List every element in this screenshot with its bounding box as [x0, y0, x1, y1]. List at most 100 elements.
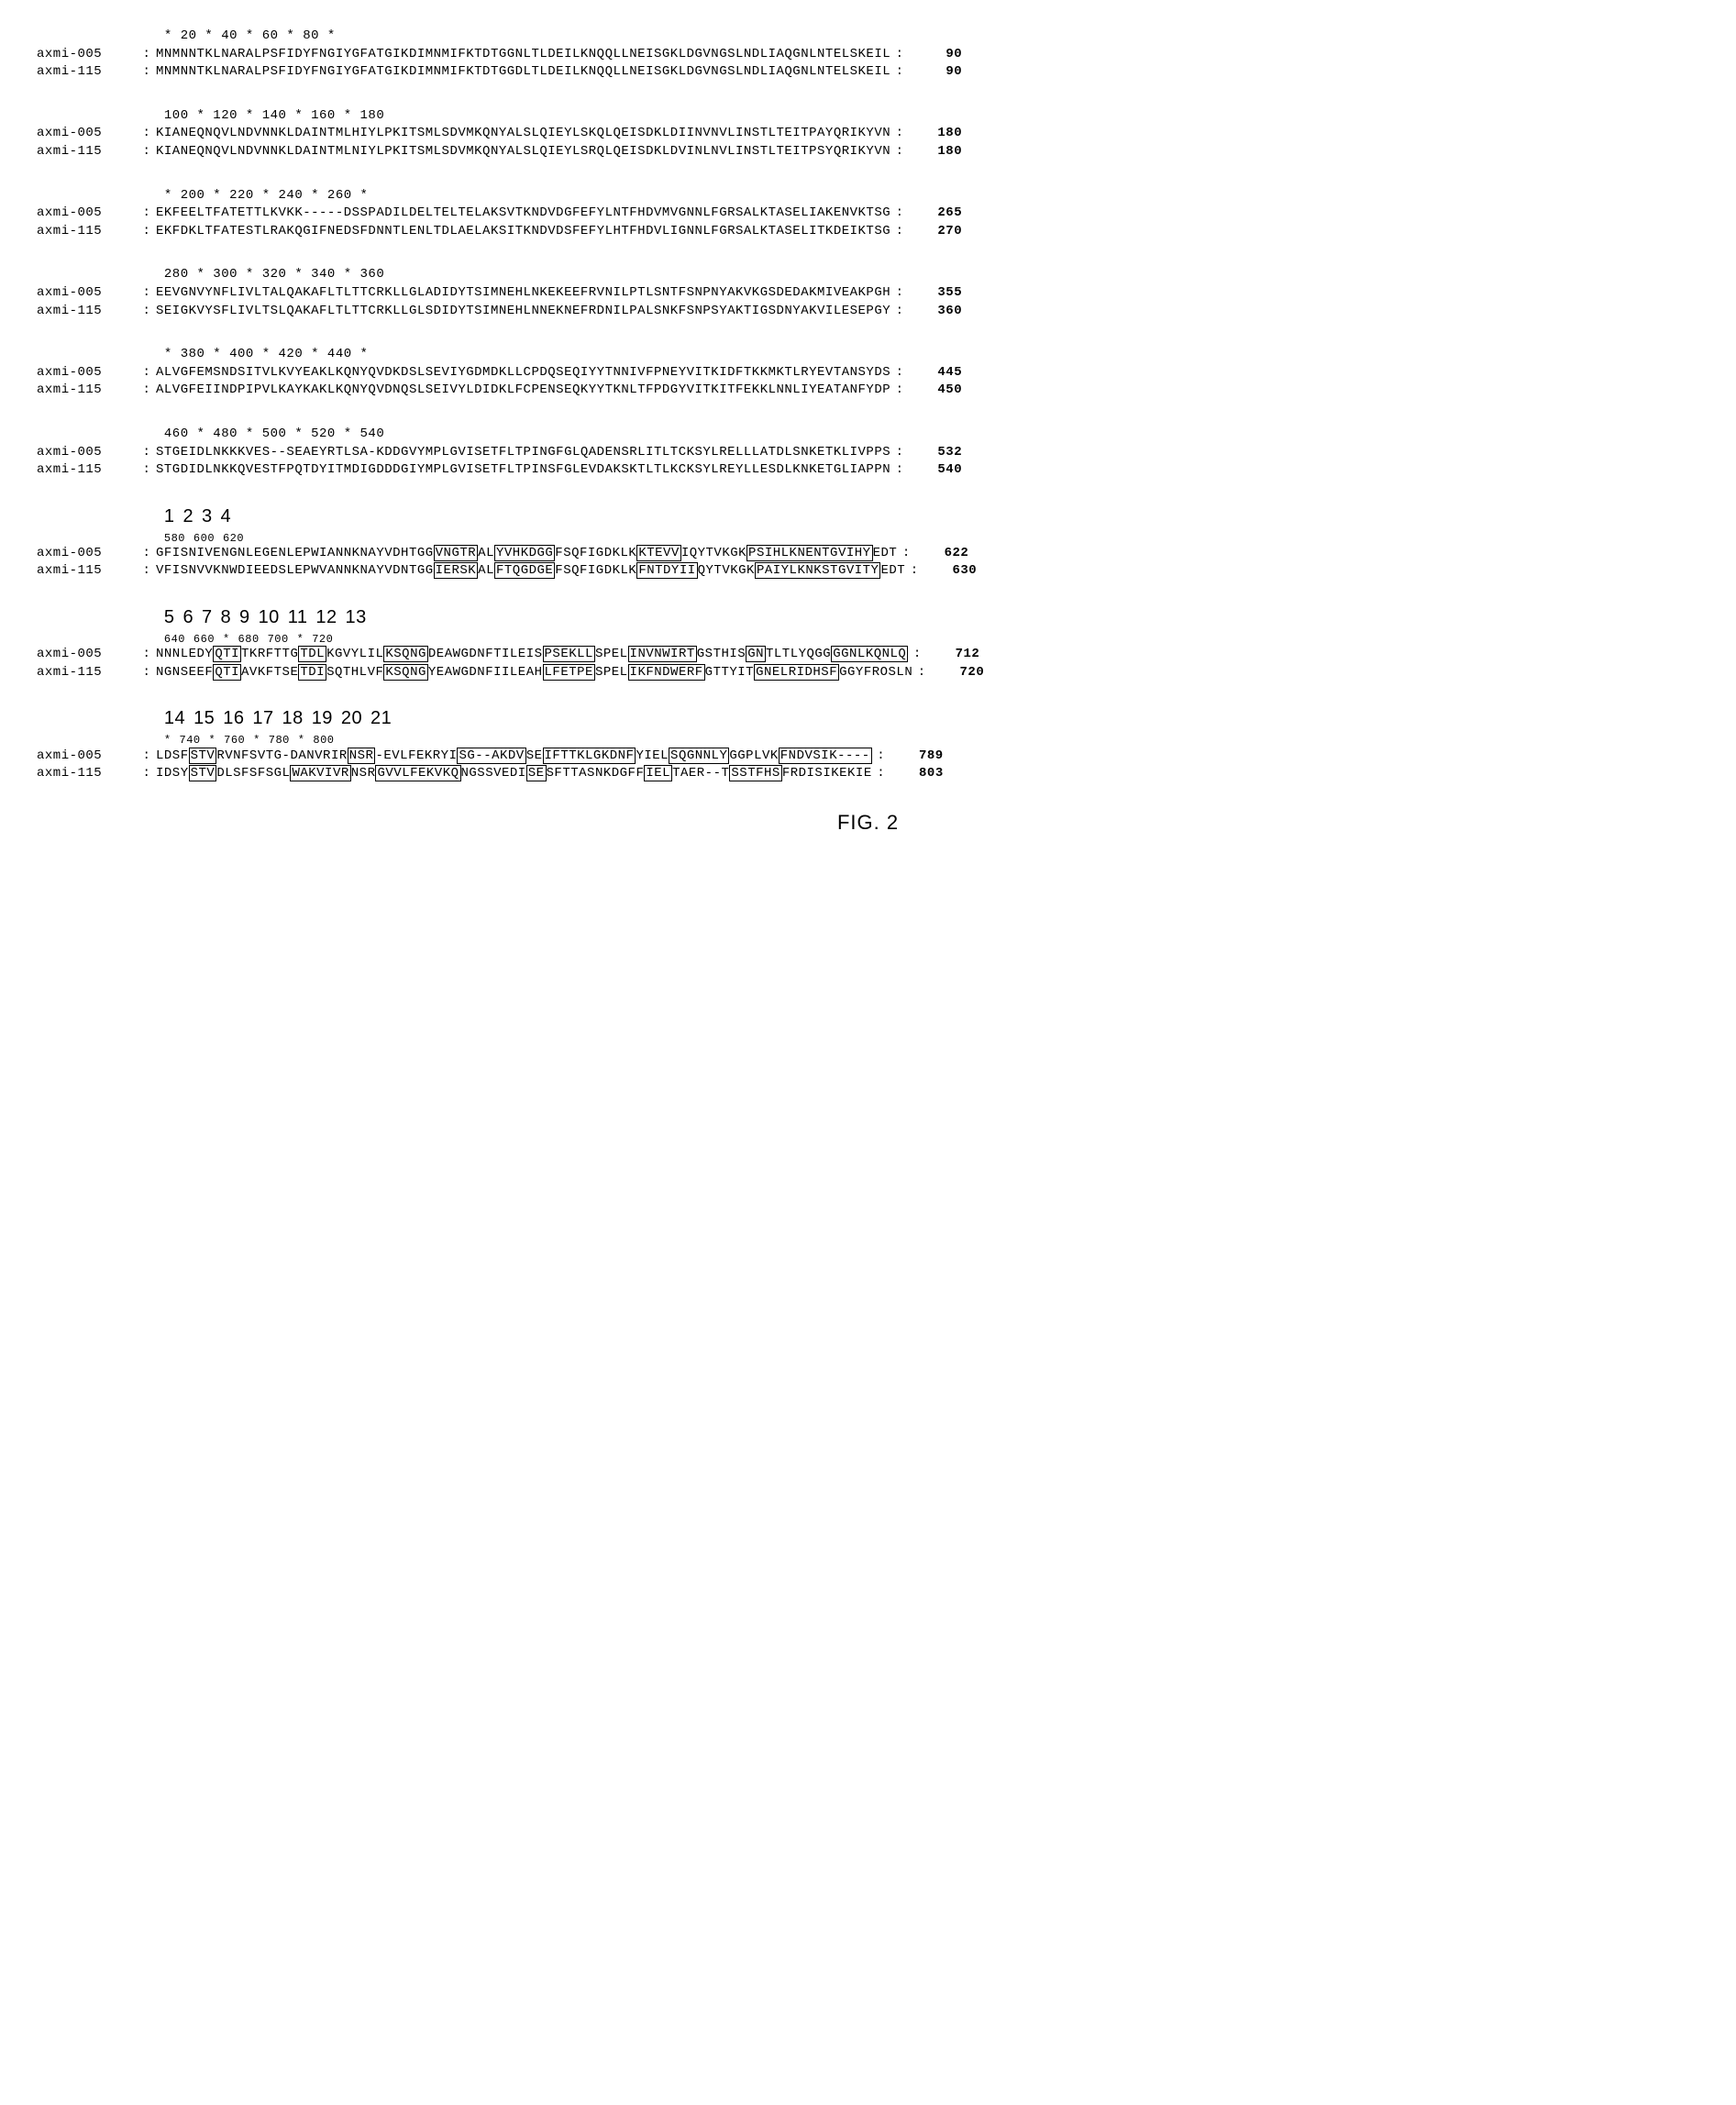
- separator-colon: :: [890, 46, 909, 64]
- sequence-residues: MNMNNTKLNARALPSFIDYFNGIYGFATGIKDIMNMIFKT…: [156, 63, 890, 82]
- separator-colon: :: [138, 545, 156, 563]
- separator-colon: :: [138, 646, 156, 664]
- alignment-block: 100 * 120 * 140 * 160 * 180axmi-005:KIAN…: [37, 107, 1699, 161]
- separator-colon: :: [138, 364, 156, 382]
- sequence-residues: EKFEELTFATETTLKVKK-----DSSPADILDELTELTEL…: [156, 205, 890, 223]
- residue-count: 712: [943, 646, 979, 664]
- separator-colon: :: [890, 205, 909, 223]
- sequence-row: axmi-115:IDSYSTVDLSFSFSGLWAKVIVRNSRGVVLF…: [37, 765, 1699, 783]
- position-ruler: 460 * 480 * 500 * 520 * 540: [37, 426, 1699, 444]
- residue-count: 630: [940, 562, 977, 581]
- segment-number-subrow: 580 600 620: [37, 527, 1699, 545]
- residue-count: 265: [925, 205, 962, 223]
- sequence-id: axmi-115: [37, 765, 138, 783]
- residue-count: 532: [925, 444, 962, 462]
- separator-colon: :: [890, 364, 909, 382]
- position-ruler: 100 * 120 * 140 * 160 * 180: [37, 107, 1699, 126]
- residue-count: 540: [925, 461, 962, 480]
- sequence-residues: ALVGFEMSNDSITVLKVYEAKLKQNYQVDKDSLSEVIYGD…: [156, 364, 890, 382]
- separator-colon: :: [872, 748, 890, 766]
- separator-colon: :: [138, 223, 156, 241]
- separator-colon: :: [890, 63, 909, 82]
- figure-caption: FIG. 2: [37, 811, 1699, 835]
- sequence-row: axmi-115:SEIGKVYSFLIVLTSLQAKAFLTLTTCRKLL…: [37, 303, 1699, 321]
- residue-count: 803: [907, 765, 944, 783]
- separator-colon: :: [138, 444, 156, 462]
- separator-colon: :: [912, 664, 931, 682]
- sequence-residues: KIANEQNQVLNDVNNKLDAINTMLNIYLPKITSMLSDVMK…: [156, 143, 890, 161]
- sequence-row: axmi-005:NNNLEDYQTITKRFTTGTDLKGVYLILKSQN…: [37, 646, 1699, 664]
- sequence-id: axmi-115: [37, 664, 138, 682]
- separator-colon: :: [138, 205, 156, 223]
- sequence-residues: ALVGFEIINDPIPVLKAYKAKLKQNYQVDNQSLSEIVYLD…: [156, 382, 890, 400]
- residue-count: 180: [925, 125, 962, 143]
- sequence-residues: STGEIDLNKKKVES--SEAEYRTLSA-KDDGVYMPLGVIS…: [156, 444, 890, 462]
- sequence-row: axmi-115:VFISNVVKNWDIEEDSLEPWVANNKNAYVDN…: [37, 562, 1699, 581]
- residue-count: 360: [925, 303, 962, 321]
- separator-colon: :: [905, 562, 923, 581]
- residue-count: 180: [925, 143, 962, 161]
- separator-colon: :: [890, 125, 909, 143]
- sequence-id: axmi-115: [37, 303, 138, 321]
- sequence-row: axmi-115:EKFDKLTFATESTLRAKQGIFNEDSFDNNTL…: [37, 223, 1699, 241]
- residue-count: 90: [925, 63, 962, 82]
- sequence-id: axmi-115: [37, 143, 138, 161]
- sequence-id: axmi-005: [37, 364, 138, 382]
- segment-number-row: 5 6 7 8 9 10 11 12 13: [37, 606, 1699, 628]
- sequence-id: axmi-115: [37, 223, 138, 241]
- sequence-id: axmi-115: [37, 562, 138, 581]
- residue-count: 270: [925, 223, 962, 241]
- separator-colon: :: [890, 284, 909, 303]
- sequence-residues: STGDIDLNKKQVESTFPQTDYITMDIGDDDGIYMPLGVIS…: [156, 461, 890, 480]
- residue-count: 450: [925, 382, 962, 400]
- sequence-residues: KIANEQNQVLNDVNNKLDAINTMLHIYLPKITSMLSDVMK…: [156, 125, 890, 143]
- sequence-id: axmi-005: [37, 748, 138, 766]
- sequence-residues: EKFDKLTFATESTLRAKQGIFNEDSFDNNTLENLTDLAEL…: [156, 223, 890, 241]
- sequence-residues: MNMNNTKLNARALPSFIDYFNGIYGFATGIKDIMNMIFKT…: [156, 46, 890, 64]
- sequence-row: axmi-115:STGDIDLNKKQVESTFPQTDYITMDIGDDDG…: [37, 461, 1699, 480]
- alignment-block: * 20 * 40 * 60 * 80 *axmi-005:MNMNNTKLNA…: [37, 28, 1699, 82]
- residue-count: 789: [907, 748, 944, 766]
- segment-number-subrow: * 740 * 760 * 780 * 800: [37, 729, 1699, 747]
- sequence-alignment-figure: * 20 * 40 * 60 * 80 *axmi-005:MNMNNTKLNA…: [37, 28, 1699, 783]
- sequence-id: axmi-005: [37, 444, 138, 462]
- separator-colon: :: [890, 382, 909, 400]
- sequence-residues: IDSYSTVDLSFSFSGLWAKVIVRNSRGVVLFEKVKQNGSS…: [156, 765, 872, 783]
- sequence-row: axmi-005:GFISNIVENGNLEGENLEPWIANNKNAYVDH…: [37, 545, 1699, 563]
- sequence-row: axmi-115:KIANEQNQVLNDVNNKLDAINTMLNIYLPKI…: [37, 143, 1699, 161]
- position-ruler: * 200 * 220 * 240 * 260 *: [37, 187, 1699, 205]
- separator-colon: :: [872, 765, 890, 783]
- alignment-block: * 200 * 220 * 240 * 260 *axmi-005:EKFEEL…: [37, 187, 1699, 241]
- position-ruler: * 380 * 400 * 420 * 440 *: [37, 346, 1699, 364]
- position-ruler: 280 * 300 * 320 * 340 * 360: [37, 266, 1699, 284]
- sequence-id: axmi-115: [37, 461, 138, 480]
- separator-colon: :: [138, 125, 156, 143]
- alignment-block: 280 * 300 * 320 * 340 * 360axmi-005:EEVG…: [37, 266, 1699, 320]
- separator-colon: :: [890, 461, 909, 480]
- separator-colon: :: [890, 223, 909, 241]
- alignment-block: 14 15 16 17 18 19 20 21 * 740 * 760 * 78…: [37, 707, 1699, 782]
- residue-count: 90: [925, 46, 962, 64]
- sequence-row: axmi-005:EKFEELTFATETTLKVKK-----DSSPADIL…: [37, 205, 1699, 223]
- position-ruler: * 20 * 40 * 60 * 80 *: [37, 28, 1699, 46]
- alignment-block: 1 2 3 4 580 600 620 * 560 * 580 * 600 *: [37, 505, 1699, 581]
- alignment-block: 460 * 480 * 500 * 520 * 540axmi-005:STGE…: [37, 426, 1699, 480]
- separator-colon: :: [138, 303, 156, 321]
- separator-colon: :: [138, 765, 156, 783]
- sequence-id: axmi-005: [37, 46, 138, 64]
- sequence-id: axmi-115: [37, 382, 138, 400]
- separator-colon: :: [138, 46, 156, 64]
- segment-number-row: 14 15 16 17 18 19 20 21: [37, 707, 1699, 729]
- sequence-row: axmi-005:LDSFSTVRVNFSVTG-DANVRIRNSR-EVLF…: [37, 748, 1699, 766]
- sequence-residues: NGNSEEFQTIAVKFTSETDISQTHLVFKSQNGYEAWGDNF…: [156, 664, 912, 682]
- separator-colon: :: [138, 382, 156, 400]
- sequence-row: axmi-005:KIANEQNQVLNDVNNKLDAINTMLHIYLPKI…: [37, 125, 1699, 143]
- sequence-residues: VFISNVVKNWDIEEDSLEPWVANNKNAYVDNTGGIERSKA…: [156, 562, 905, 581]
- segment-number-row: 1 2 3 4: [37, 505, 1699, 527]
- sequence-residues: EEVGNVYNFLIVLTALQAKAFLTLTTCRKLLGLADIDYTS…: [156, 284, 890, 303]
- alignment-block: * 380 * 400 * 420 * 440 *axmi-005:ALVGFE…: [37, 346, 1699, 400]
- sequence-residues: LDSFSTVRVNFSVTG-DANVRIRNSR-EVLFEKRYISG--…: [156, 748, 872, 766]
- sequence-row: axmi-005:EEVGNVYNFLIVLTALQAKAFLTLTTCRKLL…: [37, 284, 1699, 303]
- sequence-id: axmi-005: [37, 125, 138, 143]
- residue-count: 355: [925, 284, 962, 303]
